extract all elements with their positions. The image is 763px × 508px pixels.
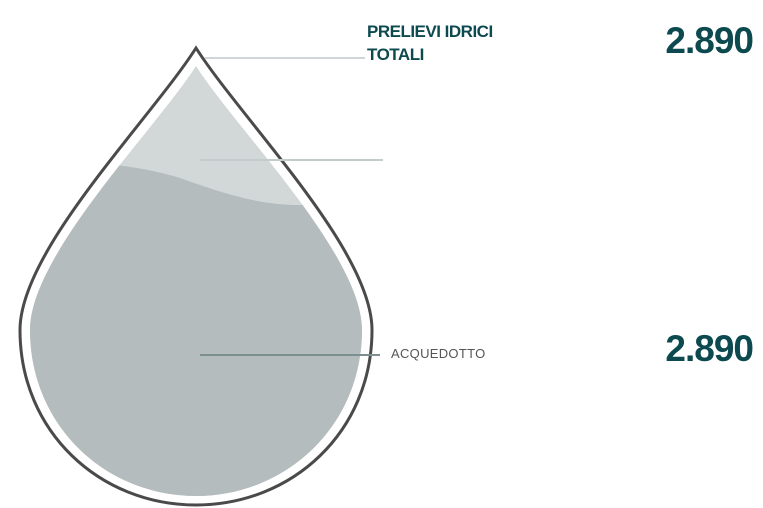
item-value: 2.890 (665, 328, 754, 369)
item-label: ACQUEDOTTO (391, 346, 486, 361)
drop-bottom-fill (30, 162, 362, 496)
title: PRELIEVI IDRICI TOTALI (367, 22, 493, 64)
total-value: 2.890 (665, 20, 754, 61)
